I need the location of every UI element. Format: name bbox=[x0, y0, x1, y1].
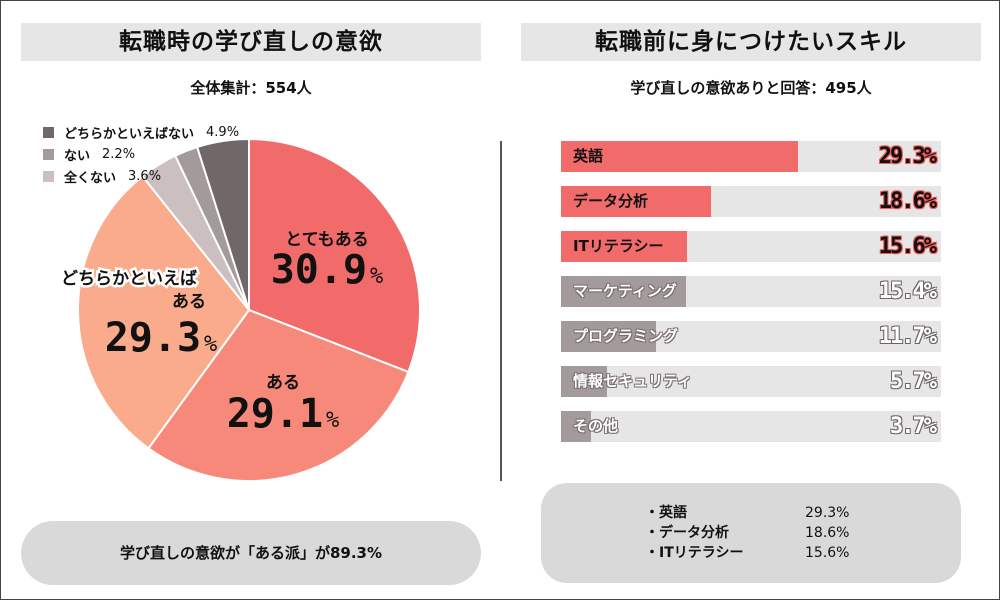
slice-label: ある bbox=[266, 373, 300, 393]
bar-row: 情報セキュリティ 5.7% bbox=[561, 366, 941, 397]
bar-chart-subtitle: 学び直しの意欲ありと回答：495人 bbox=[630, 79, 872, 97]
bar bbox=[561, 141, 798, 172]
bar-value: 15.6% bbox=[878, 234, 937, 259]
top3-value: 29.3% bbox=[805, 505, 850, 521]
bar-row: 英語 29.3% bbox=[561, 141, 941, 172]
bar-label: ITリテラシー bbox=[573, 237, 664, 255]
bar-row: データ分析 18.6% bbox=[561, 186, 941, 217]
bar-track bbox=[561, 366, 941, 397]
top3-name: ・英語 bbox=[645, 505, 687, 521]
legend-label: ない bbox=[64, 148, 91, 164]
bar-label: マーケティング bbox=[573, 282, 677, 300]
bar-row: プログラミング 11.7% bbox=[561, 321, 941, 352]
slice-value: 29.1% bbox=[227, 391, 340, 437]
bar-value: 18.6% bbox=[878, 189, 937, 214]
bar bbox=[561, 276, 686, 307]
top3-row: ・英語 29.3% bbox=[645, 503, 875, 523]
legend-item-not-at-all: 全くない 3.6% bbox=[43, 165, 239, 187]
top3-list: ・英語 29.3% ・データ分析 18.6% ・ITリテラシー 15.6% bbox=[645, 503, 875, 563]
top3-value: 15.6% bbox=[805, 545, 850, 561]
legend-swatch bbox=[43, 170, 54, 182]
slice-value: 29.3% bbox=[105, 315, 218, 361]
bar-value: 11.7% bbox=[878, 324, 937, 349]
pie-chart-title: 転職時の学び直しの意欲 bbox=[21, 23, 481, 61]
slice-label: どちらかといえば bbox=[61, 269, 197, 289]
legend-swatch bbox=[43, 126, 54, 138]
bar-value: 3.7% bbox=[890, 414, 937, 439]
legend-value: 3.6% bbox=[128, 168, 162, 184]
pie-legend: どちらかといえばない 4.9% ない 2.2% 全くない 3.6% bbox=[43, 121, 239, 187]
bar-label: 情報セキュリティ bbox=[573, 372, 693, 390]
top3-name: ・ITリテラシー bbox=[645, 545, 744, 561]
bar-label: その他 bbox=[573, 417, 619, 435]
legend-item-somewhat-no: どちらかといえばない 4.9% bbox=[43, 121, 239, 143]
top3-summary-box: ・英語 29.3% ・データ分析 18.6% ・ITリテラシー 15.6% bbox=[541, 483, 961, 583]
bar-row: その他 3.7% bbox=[561, 411, 941, 442]
bar bbox=[561, 186, 711, 217]
slice-label-line2: ある bbox=[172, 292, 206, 312]
slice-label: とてもある bbox=[285, 230, 369, 250]
legend-value: 4.9% bbox=[206, 124, 240, 140]
bar bbox=[561, 321, 656, 352]
bar-label: 英語 bbox=[573, 147, 604, 165]
top3-row: ・ITリテラシー 15.6% bbox=[645, 543, 875, 563]
legend-label: どちらかといえばない bbox=[64, 126, 195, 142]
bar-value: 15.4% bbox=[878, 279, 937, 304]
bar-chart: 英語 29.3% データ分析 18.6% ITリテラシー 15.6% マーケティング 15.4… bbox=[561, 141, 941, 456]
pie-summary-pill: 学び直しの意欲が「ある派」が89.3% bbox=[21, 521, 481, 585]
legend-swatch bbox=[43, 148, 54, 160]
legend-item-no: ない 2.2% bbox=[43, 143, 239, 165]
pie-slice bbox=[77, 174, 251, 450]
pie-slice bbox=[147, 308, 410, 482]
bar-chart-title: 転職前に身につけたいスキル bbox=[521, 23, 981, 61]
bar-row: ITリテラシー 15.6% bbox=[561, 231, 941, 262]
bar bbox=[561, 411, 591, 442]
pie-slice bbox=[248, 137, 421, 374]
top3-row: ・データ分析 18.6% bbox=[645, 523, 875, 543]
panel-divider bbox=[500, 141, 502, 481]
bar-row: マーケティング 15.4% bbox=[561, 276, 941, 307]
legend-label: 全くない bbox=[64, 170, 117, 186]
bar-track bbox=[561, 411, 941, 442]
top3-value: 18.6% bbox=[805, 525, 850, 541]
bar-label: プログラミング bbox=[573, 327, 679, 345]
top3-name: ・データ分析 bbox=[645, 525, 729, 541]
legend-value: 2.2% bbox=[102, 146, 136, 162]
pie-slice bbox=[195, 137, 250, 311]
bar-label: データ分析 bbox=[573, 192, 649, 210]
bar-value: 29.3% bbox=[878, 144, 937, 169]
bar bbox=[561, 366, 607, 397]
slice-value: 30.9% bbox=[271, 247, 384, 293]
bar bbox=[561, 231, 687, 262]
pie-chart-subtitle: 全体集計：554人 bbox=[190, 79, 312, 97]
bar-value: 5.7% bbox=[890, 369, 937, 394]
